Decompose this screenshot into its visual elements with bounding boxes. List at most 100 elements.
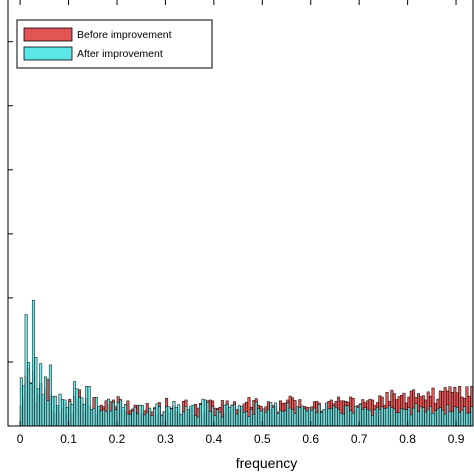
bar-after <box>315 412 319 427</box>
bar-after <box>295 406 299 427</box>
bar-after <box>240 406 244 427</box>
bar-after <box>283 410 287 427</box>
bar-after <box>191 404 195 427</box>
bar-after <box>119 399 123 427</box>
bar-after <box>434 410 437 427</box>
bar-after <box>104 411 108 427</box>
legend-swatch-before <box>23 27 73 42</box>
bar-after <box>31 300 35 427</box>
bar-after <box>341 413 345 427</box>
bar-after <box>160 415 164 427</box>
bar-after <box>441 409 445 427</box>
bar-after <box>82 403 86 427</box>
bar-after <box>458 412 462 427</box>
bar-after <box>414 403 418 427</box>
x-tick-label: 0.3 <box>157 432 174 446</box>
y-axis-ticks <box>8 41 13 427</box>
bar-after <box>63 399 67 427</box>
bar-after <box>325 402 328 427</box>
bar-after <box>400 408 404 427</box>
bar-after <box>450 411 454 427</box>
bar-after <box>206 402 210 427</box>
bar-after <box>264 412 268 427</box>
bar-after <box>448 411 452 427</box>
bar-after <box>22 385 26 427</box>
bar-after <box>99 410 103 427</box>
bar-after <box>51 396 55 427</box>
bar-after <box>293 413 297 427</box>
bar-after <box>269 402 273 427</box>
bar-after <box>334 406 338 427</box>
x-tick-label: 0.4 <box>206 432 223 446</box>
bar-after <box>329 408 333 427</box>
bar-after <box>257 408 261 427</box>
bar-after <box>92 408 96 427</box>
bar-after <box>121 407 125 427</box>
bar-after <box>446 404 450 427</box>
bar-after <box>179 414 183 427</box>
bar-after <box>128 414 132 427</box>
bar-after <box>170 408 173 427</box>
legend: Before improvement After improvement <box>16 19 213 69</box>
bar-after <box>327 408 331 427</box>
bar-after <box>274 402 278 427</box>
bar-after <box>70 404 74 427</box>
bar-after <box>58 393 62 427</box>
bar-after <box>124 403 127 427</box>
bar-after <box>235 413 239 427</box>
bar-after <box>39 363 43 427</box>
bar-after <box>351 412 355 427</box>
bar-after <box>73 381 77 427</box>
legend-label-before: Before improvement <box>77 29 172 41</box>
bar-after <box>467 412 471 427</box>
bar-after <box>312 407 316 427</box>
bar-after <box>94 397 98 427</box>
bar-after <box>109 410 113 427</box>
bar-after <box>378 409 382 427</box>
bar-after <box>87 386 91 427</box>
bar-after <box>140 405 144 427</box>
legend-swatch-after <box>23 46 73 61</box>
bar-after <box>387 405 391 427</box>
bar-after <box>155 403 159 427</box>
bar-after <box>465 412 469 427</box>
bar-after <box>133 406 137 427</box>
bar-after <box>172 400 176 427</box>
bar-after <box>242 412 246 427</box>
bar-after <box>375 406 379 427</box>
bar-after <box>34 357 38 427</box>
bar-after <box>438 407 442 427</box>
x-tick-label: 0.6 <box>302 432 319 446</box>
bar-after <box>131 410 135 427</box>
x-tick-label: 0 <box>17 432 24 446</box>
bar-after <box>279 409 282 427</box>
bar-after <box>366 409 370 427</box>
bar-after <box>177 404 181 427</box>
bar-after <box>417 411 420 427</box>
bar-after <box>182 411 186 427</box>
bar-after <box>337 409 341 427</box>
bar-after <box>424 411 428 427</box>
bar-after <box>97 406 101 427</box>
bar-after <box>111 401 115 427</box>
bar-after <box>320 412 324 427</box>
bar-after <box>153 408 156 427</box>
bar-after <box>281 411 285 427</box>
bar-after <box>298 407 302 427</box>
bar-after <box>247 416 251 427</box>
bar-after <box>126 413 130 427</box>
bar-after <box>85 386 89 427</box>
bar-after <box>371 415 374 427</box>
bar-after <box>199 404 203 427</box>
bar-after <box>339 412 343 427</box>
bar-after <box>409 414 413 427</box>
x-tick-label: 0.8 <box>399 432 416 446</box>
bar-after <box>317 403 321 427</box>
bar-after <box>29 383 33 427</box>
bar-after <box>237 405 241 427</box>
bar-after <box>300 405 304 427</box>
bar-after <box>77 397 81 427</box>
bar-after <box>266 409 270 427</box>
bar-after <box>36 388 40 427</box>
bar-after <box>460 409 464 427</box>
